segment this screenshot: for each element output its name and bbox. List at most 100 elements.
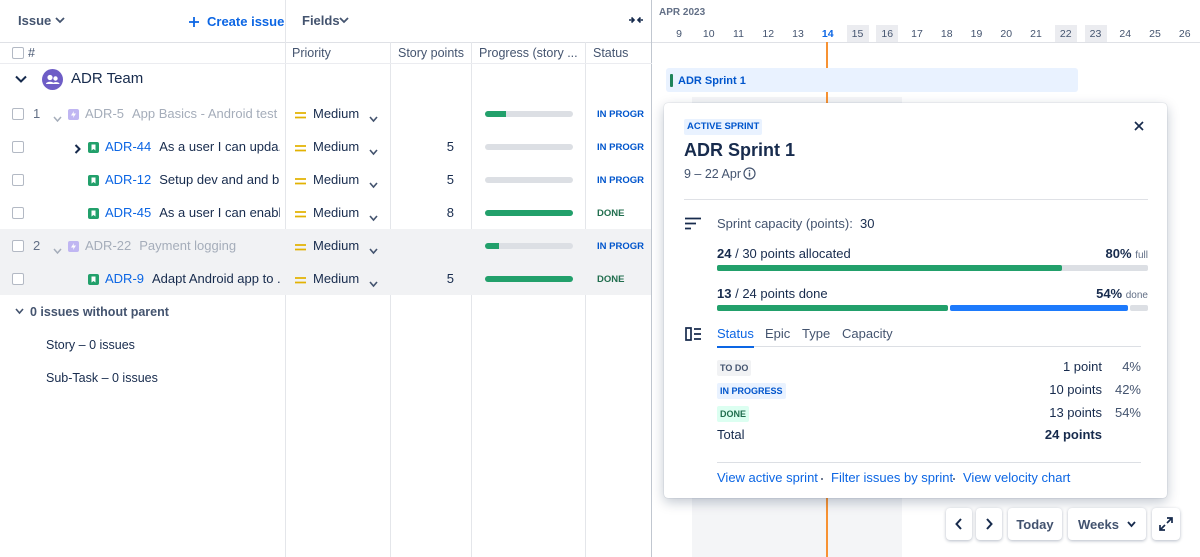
chevron-icon[interactable] (369, 243, 378, 255)
issue-key[interactable]: ADR-5 (85, 106, 125, 121)
status-lozenge: DONE (717, 406, 750, 422)
status-lozenge: IN PROGRESS (717, 383, 786, 399)
chevron-left-icon (955, 518, 962, 530)
chevron-icon-svg (369, 116, 378, 123)
status-percent: 4% (1122, 359, 1141, 374)
weekend-shade (1054, 25, 1077, 42)
column-header: Priority (292, 46, 331, 60)
row-checkbox[interactable] (12, 273, 24, 285)
story-icon (88, 207, 99, 219)
priority-icon-svg (295, 145, 306, 152)
row-checkbox[interactable] (12, 141, 24, 153)
sprint-bar[interactable] (666, 68, 1078, 92)
story-points: 5 (446, 271, 454, 286)
chevron-icon[interactable] (369, 276, 378, 288)
fullscreen-button[interactable] (1152, 508, 1180, 540)
status-points: 10 points (1049, 382, 1102, 397)
day-label: 24 (1119, 28, 1132, 40)
day-label: 11 (733, 28, 744, 40)
breakdown-icon (685, 327, 701, 341)
link-separator (953, 478, 955, 480)
tab[interactable]: Capacity (842, 326, 893, 341)
issue-key[interactable]: ADR-9 (105, 271, 145, 286)
row-checkbox[interactable] (12, 108, 24, 120)
sprint-link[interactable]: View active sprint (717, 470, 818, 485)
issue-key[interactable]: ADR-44 (105, 139, 152, 154)
story-icon-svg (88, 208, 99, 219)
today-button[interactable]: Today (1008, 508, 1062, 540)
allocation-fill (717, 265, 1062, 271)
day-label: 12 (762, 28, 775, 40)
issue-summary: Setup dev and and b... (159, 172, 280, 187)
status: IN PROGR (597, 175, 644, 186)
issue-summary: As a user I can upda... (159, 139, 280, 154)
full-label: full (1135, 250, 1148, 261)
prev-button[interactable] (946, 508, 972, 540)
issue-key[interactable]: ADR-22 (85, 238, 132, 253)
sprint-bar-label: ADR Sprint 1 (678, 75, 746, 87)
day-label: 20 (1000, 28, 1013, 40)
story-icon (88, 273, 99, 285)
close-button[interactable] (1134, 121, 1144, 131)
create-issue-button[interactable]: Create issue (207, 14, 285, 29)
issue-title: ADR-44 As a user I can upda... (105, 139, 280, 155)
chevron-icon[interactable] (369, 111, 378, 123)
collapse-icon[interactable] (628, 14, 644, 26)
sprint-link[interactable]: View velocity chart (963, 470, 1071, 485)
issue-key[interactable]: ADR-45 (105, 205, 152, 220)
row-number: 2 (33, 238, 41, 253)
chevron-icon[interactable] (15, 75, 27, 84)
story-icon (88, 174, 99, 186)
epic-icon-svg (68, 109, 79, 120)
expand-chevron[interactable] (74, 142, 81, 154)
info-icon[interactable] (743, 167, 756, 180)
priority-icon-svg (295, 211, 306, 218)
issue-menu[interactable]: Issue (18, 13, 52, 28)
column-header: Status (593, 46, 629, 60)
next-button[interactable] (976, 508, 1002, 540)
allocated-value: 24 (717, 246, 732, 261)
chevron-icon[interactable] (369, 177, 378, 189)
chevron-icon[interactable] (369, 210, 378, 222)
select-all-checkbox[interactable] (12, 47, 24, 59)
priority: Medium (313, 238, 360, 253)
priority-icon (295, 273, 306, 284)
column-header: Progress (story ... (479, 46, 578, 60)
row-checkbox[interactable] (12, 174, 24, 186)
expand-chevron[interactable] (53, 243, 62, 255)
allocated-text: / 30 points allocated (735, 246, 851, 261)
today-label: 14 (821, 28, 834, 40)
row-checkbox[interactable] (12, 240, 24, 252)
story-icon-svg (88, 175, 99, 186)
priority: Medium (313, 172, 360, 187)
progress-fill (485, 111, 507, 117)
expand-chevron[interactable] (53, 111, 62, 123)
team-name: ADR Team (71, 70, 144, 87)
scale-select[interactable]: Weeks (1068, 508, 1146, 540)
sprint-badge: ACTIVE SPRINT (684, 119, 763, 135)
tab[interactable]: Epic (765, 326, 791, 341)
status-segment (950, 305, 1129, 311)
sprint-link[interactable]: Filter issues by sprint (831, 470, 954, 485)
plus-icon (189, 17, 199, 27)
team-avatar (42, 69, 63, 90)
row-checkbox[interactable] (12, 207, 24, 219)
issue-key[interactable]: ADR-12 (105, 172, 152, 187)
capacity-icon (685, 217, 701, 230)
chevron-icon[interactable] (369, 144, 378, 156)
tab[interactable]: Status (717, 326, 754, 348)
tab[interactable]: Type (802, 326, 831, 341)
progress-track (485, 144, 573, 150)
fields-menu[interactable]: Fields (302, 13, 340, 28)
priority-icon (295, 141, 306, 152)
day-label: 10 (702, 28, 715, 40)
day-label: 19 (970, 28, 983, 40)
sprint-bar-stripe (670, 74, 673, 87)
ungrouped-title: 0 issues without parent (30, 305, 169, 319)
priority: Medium (313, 106, 360, 121)
issue-summary: Adapt Android app to ... (152, 271, 280, 286)
done-line: 13 / 24 points done (717, 286, 828, 302)
chevron-icon[interactable] (15, 308, 24, 315)
tabs-border (717, 346, 1141, 347)
